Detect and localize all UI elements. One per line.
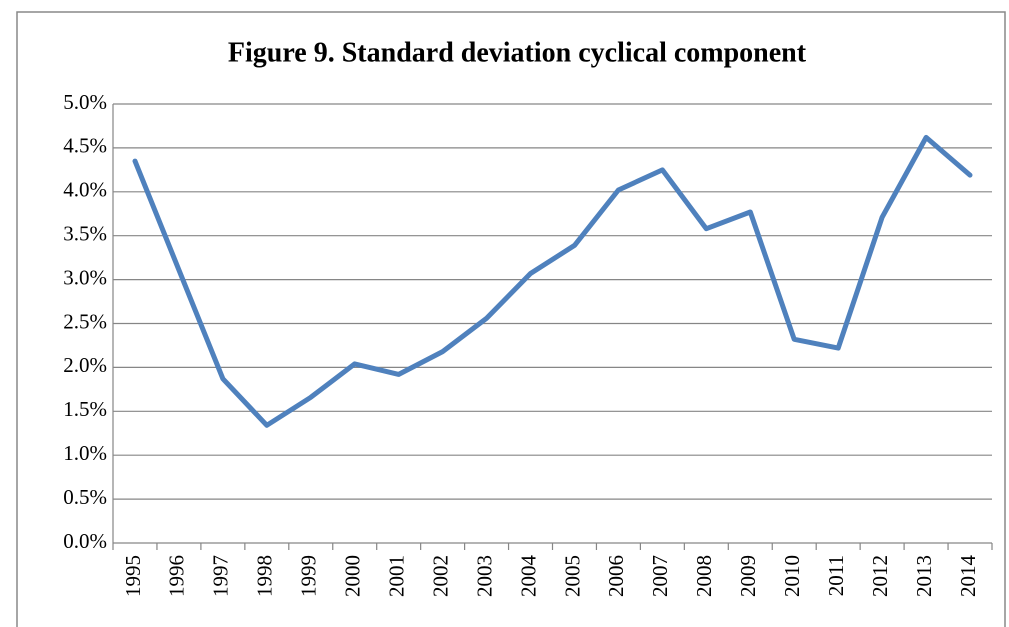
y-tick-label: 0.5% [63, 485, 107, 509]
x-tick-label: 1997 [209, 555, 233, 597]
x-tick-label: 2012 [868, 555, 892, 597]
x-tick-label: 2001 [384, 555, 408, 597]
y-tick-label: 2.0% [63, 353, 107, 377]
y-tick-label: 5.0% [63, 90, 107, 114]
y-tick-label: 4.5% [63, 134, 107, 158]
y-tick-label: 3.0% [63, 265, 107, 289]
x-tick-label: 2009 [736, 555, 760, 597]
x-tick-label: 2006 [604, 555, 628, 597]
y-tick-label: 1.0% [63, 441, 107, 465]
x-tick-label: 2008 [692, 555, 716, 597]
x-tick-label: 2005 [560, 555, 584, 597]
y-tick-label: 3.5% [63, 222, 107, 246]
x-tick-label: 2007 [648, 555, 672, 597]
x-tick-label: 2002 [428, 555, 452, 597]
x-tick-label: 2004 [516, 555, 540, 598]
x-tick-label: 1996 [165, 555, 189, 597]
x-tick-label: 1999 [297, 555, 321, 597]
chart-title: Figure 9. Standard deviation cyclical co… [228, 37, 807, 68]
x-tick-label: 2003 [472, 555, 496, 597]
x-tick-label: 2010 [780, 555, 804, 597]
y-tick-label: 4.0% [63, 178, 107, 202]
y-tick-label: 0.0% [63, 529, 107, 553]
x-tick-label: 1995 [121, 555, 145, 597]
y-tick-label: 1.5% [63, 397, 107, 421]
x-tick-label: 2014 [956, 555, 980, 598]
data-line [132, 134, 973, 428]
x-tick-label: 2000 [341, 555, 365, 597]
y-tick-label: 2.5% [63, 309, 107, 333]
x-tick-label: 2011 [824, 555, 848, 596]
chart-frame [16, 11, 1006, 627]
x-tick-label: 2013 [912, 555, 936, 597]
x-tick-label: 1998 [253, 555, 277, 597]
